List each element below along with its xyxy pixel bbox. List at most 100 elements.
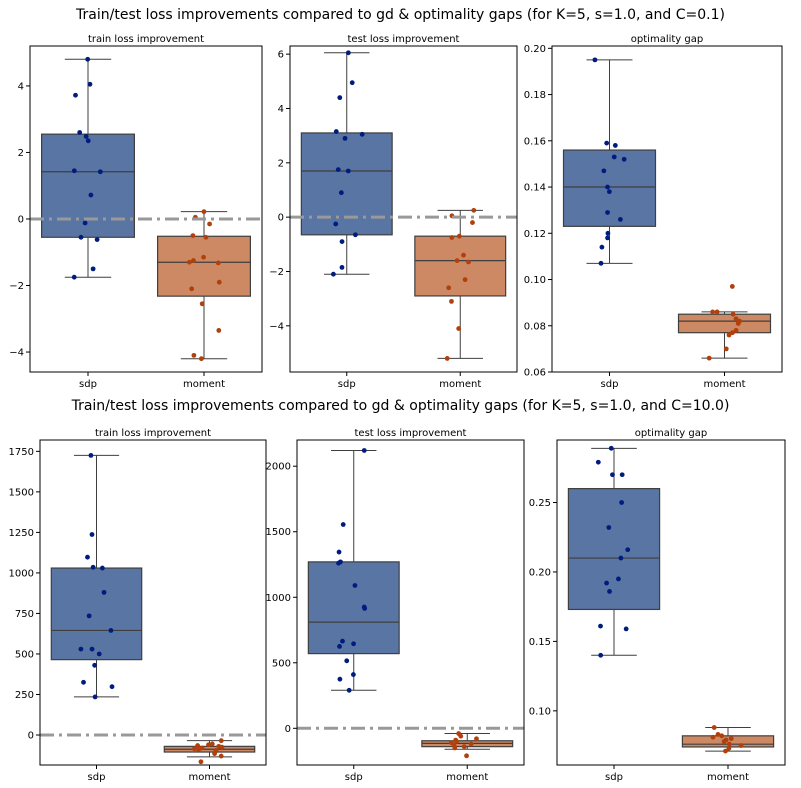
data-point: [90, 564, 96, 570]
data-point: [604, 140, 610, 146]
data-point: [199, 301, 205, 307]
y-tick-label: 0: [285, 724, 291, 735]
data-point: [351, 641, 356, 647]
x-tick-label: moment: [188, 772, 230, 783]
data-point: [198, 759, 204, 765]
axes-frame: [551, 45, 783, 373]
data-point: [730, 330, 735, 336]
x-tick-label: moment: [707, 772, 749, 783]
y-tick-label: 0: [278, 213, 284, 224]
data-point: [337, 644, 342, 649]
data-point: [90, 266, 96, 272]
data-point: [729, 284, 735, 289]
y-tick-label: 1750: [9, 447, 34, 458]
data-point: [88, 192, 94, 198]
box-iqr: [50, 567, 143, 661]
data-point: [723, 346, 729, 352]
box-iqr: [300, 132, 393, 236]
y-tick-label: 0.10: [529, 706, 551, 717]
y-tick-label: 500: [15, 649, 34, 660]
axes-frame: [556, 439, 786, 766]
data-point: [350, 672, 356, 677]
x-tick-label: moment: [703, 379, 745, 390]
data-point: [344, 658, 350, 664]
data-point: [78, 646, 84, 652]
y-tick-label: 0: [28, 731, 34, 742]
data-point: [337, 676, 343, 682]
data-point: [339, 265, 345, 270]
y-tick-label: 0.12: [524, 229, 546, 240]
y-tick-label: 2: [18, 148, 24, 159]
panel-optimality-gap: optimality gap 0.06 0.08 0.10 0.12 0.14 0.16 0.…: [524, 34, 783, 390]
data-point: [71, 168, 77, 174]
data-point: [726, 332, 732, 338]
data-point: [607, 588, 612, 594]
data-point: [333, 129, 339, 134]
data-point: [601, 168, 607, 174]
data-point: [340, 638, 345, 644]
axes-frame: [39, 439, 267, 766]
data-point: [216, 279, 222, 285]
data-point: [359, 131, 365, 137]
data-point: [206, 742, 211, 748]
data-point: [605, 184, 610, 190]
data-point: [77, 130, 83, 135]
y-tick-label: −2: [9, 281, 24, 292]
data-point: [86, 613, 92, 619]
data-point: [218, 738, 224, 744]
data-point: [345, 168, 351, 174]
data-point: [721, 738, 727, 744]
data-point: [203, 234, 209, 240]
data-point: [71, 274, 77, 280]
x-tick-label: moment: [439, 379, 481, 390]
data-point: [352, 583, 358, 588]
panel-test-loss-improvement: test loss improvement 0 500 1000 1500 2000 sdp…: [266, 428, 525, 783]
data-point: [719, 733, 725, 739]
y-tick-label: 4: [18, 81, 24, 92]
data-point: [474, 736, 479, 742]
y-tick-label: 0.10: [524, 275, 546, 286]
box-moment: [414, 207, 507, 361]
panel-title: train loss improvement: [95, 428, 211, 439]
y-tick-label: −2: [269, 267, 284, 278]
data-point: [88, 452, 94, 458]
data-point: [728, 736, 734, 742]
x-tick-label: sdp: [79, 379, 97, 390]
panel-optimality-gap: optimality gap 0.10 0.15 0.20 0.25 sdp moment: [529, 428, 786, 783]
data-point: [342, 135, 348, 141]
y-tick-label: 0.20: [524, 44, 546, 55]
data-point: [606, 525, 612, 530]
data-point: [730, 311, 736, 317]
data-point: [81, 679, 86, 685]
y-tick-label: 0.06: [524, 368, 546, 379]
data-point: [733, 316, 739, 322]
y-tick-label: 0.20: [529, 567, 551, 578]
data-point: [85, 56, 91, 62]
data-point: [212, 751, 217, 757]
data-point: [470, 220, 475, 225]
data-point: [598, 652, 604, 658]
data-point: [85, 138, 91, 144]
data-point: [462, 277, 468, 283]
box-sdp: [50, 452, 143, 700]
panel-train-loss-improvement: train loss improvement 0 250 500 750 1000 1250…: [9, 428, 267, 783]
data-point: [619, 472, 625, 478]
data-point: [612, 143, 618, 148]
y-tick-label: 0: [18, 214, 24, 225]
data-point: [456, 326, 462, 331]
x-tick-label: moment: [446, 772, 488, 783]
box-moment: [421, 731, 514, 759]
y-tick-label: 1500: [9, 487, 34, 498]
data-point: [207, 221, 212, 227]
data-point: [83, 134, 89, 139]
box-sdp: [300, 50, 393, 277]
data-point: [362, 605, 368, 611]
data-point: [706, 355, 712, 361]
axes-frame: [289, 45, 518, 373]
data-point: [446, 285, 452, 291]
data-point: [738, 743, 744, 748]
box-sdp: [40, 56, 136, 280]
data-point: [454, 258, 460, 264]
box-sdp: [307, 448, 400, 693]
